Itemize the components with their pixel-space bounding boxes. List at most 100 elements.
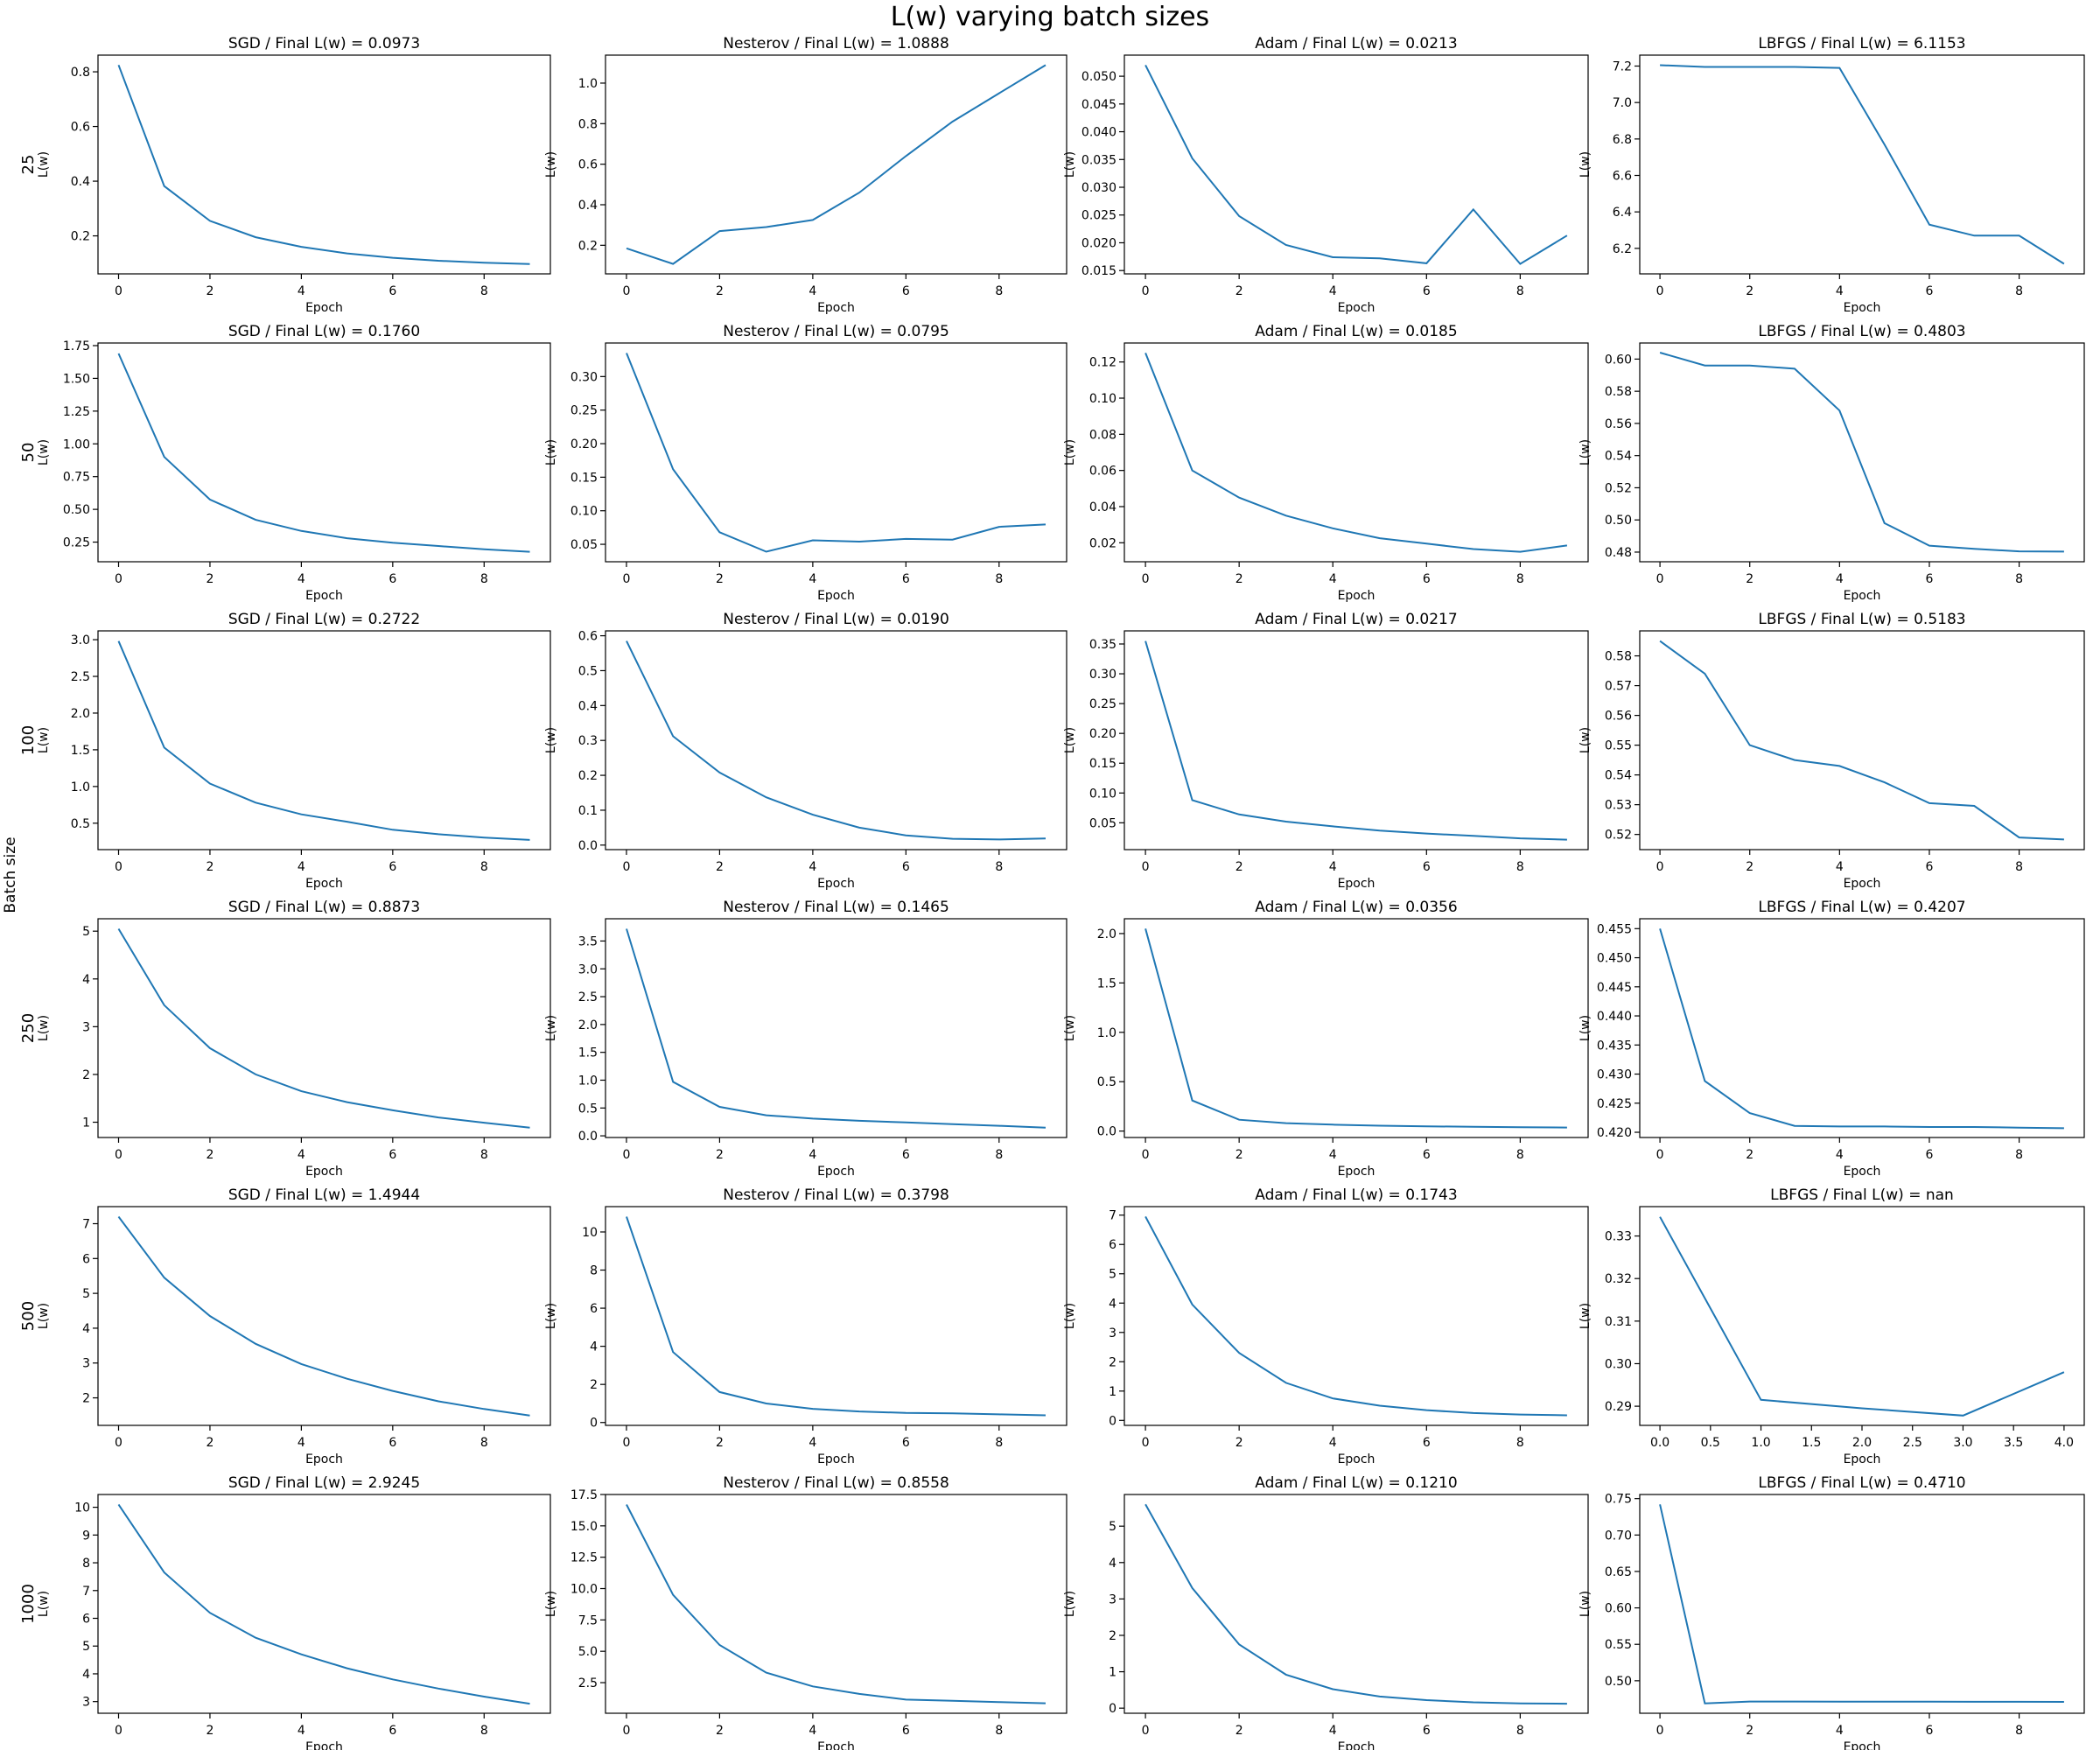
y-tick-label: 0.65 [1605,1565,1632,1579]
x-tick-label: 6 [1926,572,1934,586]
series-line [117,64,530,265]
x-tick-label: 8 [2015,572,2023,586]
subplot-250-adam: Adam / Final L(w) = 0.0356 0 2 4 6 8 0.0 0.5 1.0… [1063,899,1589,1179]
y-axis-label: L(w) [1578,1015,1592,1041]
y-tick-label: 0.4 [578,199,598,213]
x-tick-label: 6 [388,860,396,874]
x-tick-label: 8 [995,1724,1003,1738]
y-tick-label: 0.5 [578,664,598,678]
x-tick-label: 8 [480,284,488,298]
y-tick-label: 0.435 [1597,1039,1632,1053]
x-tick-label: 4 [808,284,816,298]
y-tick-label: 2.0 [578,1018,598,1032]
y-axis-label: L(w) [37,1303,51,1329]
y-tick-label: 3 [82,1020,90,1034]
axes-frame [1124,54,1589,275]
axes-frame [1639,1494,2085,1714]
y-tick-label: 17.5 [570,1488,598,1502]
y-axis-label: L(w) [37,727,51,753]
y-tick-label: 6 [590,1302,598,1316]
y-tick-label: 0.58 [1605,385,1632,399]
subplot-title: LBFGS / Final L(w) = 0.4803 [1758,323,1965,340]
x-tick-label: 8 [1516,1724,1524,1738]
y-tick-label: 2.0 [71,707,90,721]
x-tick-label: 4 [1836,860,1844,874]
x-tick-label: 6 [902,572,910,586]
y-tick-label: 0.440 [1597,1010,1632,1024]
y-tick-label: 1.5 [578,1046,598,1060]
x-tick-label: 4 [298,1724,305,1738]
x-tick-label: 6 [1423,1148,1431,1162]
y-tick-label: 0.450 [1597,952,1632,966]
axes-frame [97,630,551,850]
y-tick-label: 5 [1109,1268,1116,1282]
subplot-1000-sgd: SGD / Final L(w) = 2.9245 0 2 4 6 8 3 4 5 6 7 8 9 10 E… [37,1474,551,1750]
series-line [1144,64,1568,265]
x-tick-label: 6 [1926,860,1934,874]
x-tick-label: 0 [622,572,630,586]
y-tick-label: 8 [590,1264,598,1278]
y-tick-label: 1.00 [63,438,90,452]
x-tick-label: 6 [1423,284,1431,298]
x-tick-label: 4 [298,572,305,586]
subplot-50-nesterov: Nesterov / Final L(w) = 0.0795 0 2 4 6 8 0.05 0… [544,323,1068,603]
y-tick-label: 6.2 [1613,242,1632,256]
y-tick-label: 0.0 [1097,1125,1116,1139]
x-tick-label: 0 [115,572,122,586]
x-tick-label: 8 [1516,572,1524,586]
x-tick-label: 4 [298,860,305,874]
x-tick-label: 8 [480,1436,488,1450]
x-tick-label: 4 [1329,572,1337,586]
series-line [626,64,1046,265]
y-tick-label: 0 [1109,1414,1116,1428]
y-tick-label: 7.2 [1613,60,1632,74]
x-tick-label: 8 [1516,1148,1524,1162]
x-tick-label: 2 [206,1724,214,1738]
y-tick-label: 0.06 [1089,465,1116,479]
y-axis-label: L(w) [37,1015,51,1041]
y-tick-label: 0.33 [1605,1230,1632,1244]
x-axis-label: Epoch [1338,301,1376,315]
y-tick-label: 0.57 [1605,680,1632,694]
y-tick-label: 0.02 [1089,536,1116,550]
subplot-500-nesterov: Nesterov / Final L(w) = 0.3798 0 2 4 6 8 0 2 4 6 8… [544,1186,1068,1466]
x-tick-label: 4 [808,860,816,874]
y-tick-label: 0.25 [63,536,90,550]
x-tick-label: 8 [2015,860,2023,874]
y-axis-label: L(w) [1578,1303,1592,1329]
x-tick-label: 4 [1329,1724,1337,1738]
x-tick-label: 4 [1836,284,1844,298]
series-line [1144,1215,1567,1417]
y-tick-label: 0.70 [1605,1529,1632,1543]
y-tick-label: 5.0 [578,1645,598,1659]
x-tick-label: 8 [2015,1724,2023,1738]
y-tick-label: 8 [82,1557,90,1571]
x-tick-label: 8 [995,284,1003,298]
y-tick-label: 0.8 [71,66,90,80]
y-tick-label: 1 [82,1116,90,1130]
x-tick-label: 2 [716,1436,724,1450]
x-tick-label: 0 [1656,572,1664,586]
x-tick-label: 2 [1746,284,1754,298]
x-axis-label: Epoch [1844,1740,1881,1750]
y-tick-label: 0.08 [1089,428,1116,442]
subplot-title: SGD / Final L(w) = 0.2722 [228,611,420,628]
x-tick-label: 2 [206,860,214,874]
x-tick-label: 0 [622,1436,630,1450]
y-tick-label: 2.5 [578,990,598,1004]
y-axis-label: L(w) [544,1303,558,1329]
y-tick-label: 0.32 [1605,1272,1632,1286]
y-axis-label: L(w) [544,727,558,753]
x-tick-label: 0 [1142,1724,1150,1738]
x-tick-label: 2 [206,572,214,586]
y-tick-label: 6 [1109,1238,1116,1252]
x-axis-label: Epoch [817,1452,855,1466]
y-tick-label: 0.10 [1089,787,1116,801]
x-axis-label: Epoch [305,1165,343,1179]
subplot-title: Nesterov / Final L(w) = 1.0888 [723,35,949,52]
y-axis-label: L(w) [1063,727,1077,753]
y-tick-label: 0.035 [1082,153,1116,167]
x-axis-label: Epoch [305,301,343,315]
subplot-1000-nesterov: Nesterov / Final L(w) = 0.8558 0 2 4 6 8 2.5 5.… [544,1474,1068,1750]
x-tick-label: 2 [1236,1436,1243,1450]
